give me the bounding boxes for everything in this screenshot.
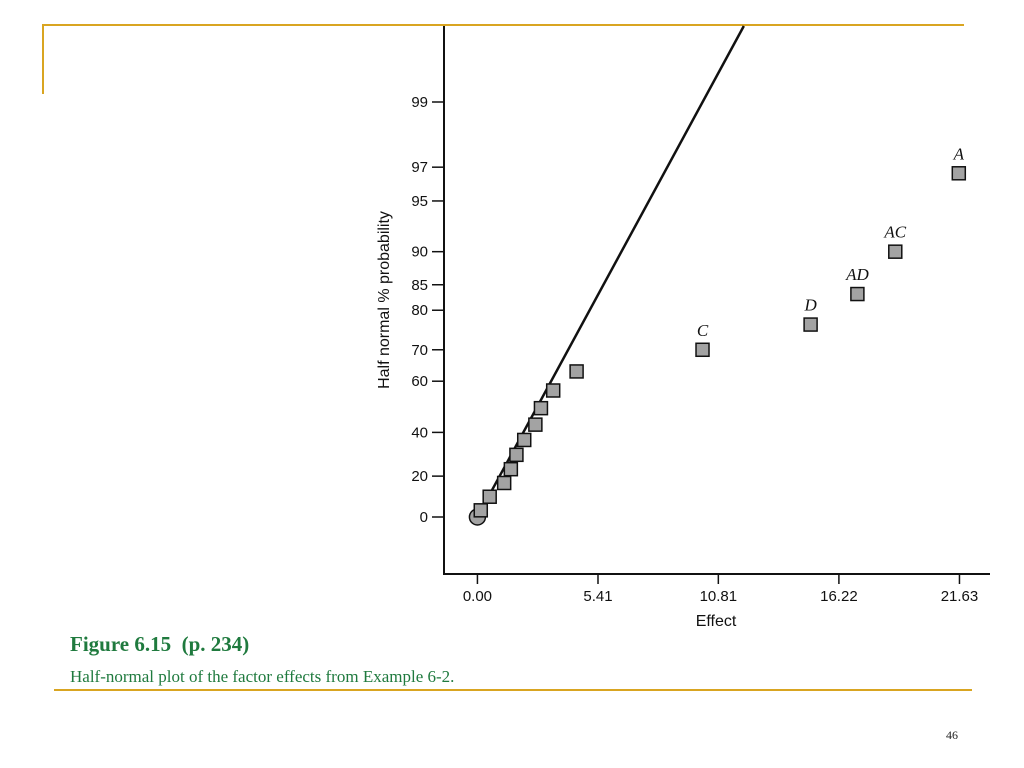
x-tick-label: 16.22 bbox=[820, 588, 858, 605]
data-point-square bbox=[482, 489, 497, 504]
figure-caption-subtitle: Half-normal plot of the factor effects f… bbox=[70, 667, 455, 686]
y-tick-label: 80 bbox=[411, 302, 428, 319]
y-tick-label: 40 bbox=[411, 424, 428, 441]
y-tick-label: 20 bbox=[411, 468, 428, 485]
x-tick-label: 21.63 bbox=[941, 588, 979, 605]
top-accent-rule bbox=[42, 24, 964, 26]
data-point-square bbox=[888, 244, 903, 259]
data-points bbox=[468, 166, 967, 526]
data-point-square bbox=[528, 417, 543, 432]
point-label: D bbox=[803, 296, 817, 315]
y-tick-label: 60 bbox=[411, 373, 428, 390]
y-tick-label: 90 bbox=[411, 244, 428, 261]
point-label: AD bbox=[845, 265, 869, 284]
y-tick-label: 70 bbox=[411, 342, 428, 359]
point-label: AC bbox=[883, 223, 906, 242]
data-point-square bbox=[695, 342, 710, 358]
y-tick-label: 99 bbox=[411, 94, 428, 111]
point-labels: C D AD AC A bbox=[697, 144, 965, 339]
x-tick-label: 10.81 bbox=[700, 588, 738, 605]
data-point-square bbox=[473, 503, 489, 518]
plot-axes bbox=[443, 26, 990, 575]
y-axis-title: Half normal % probability bbox=[376, 211, 393, 389]
page-number: 46 bbox=[946, 728, 958, 742]
y-tick-label: 95 bbox=[411, 193, 428, 210]
data-point-square bbox=[509, 447, 524, 463]
data-point-square bbox=[850, 286, 865, 302]
data-point-square bbox=[545, 383, 561, 398]
left-accent-rule bbox=[42, 24, 44, 94]
x-axis-ticks: 0.00 5.41 10.81 16.22 21.63 bbox=[463, 574, 978, 605]
data-point-square bbox=[516, 432, 532, 448]
figure-caption-title: Figure 6.15 (p. 234) bbox=[70, 632, 250, 656]
data-point-square bbox=[803, 317, 818, 332]
half-normal-plot: 0 20 40 60 70 80 85 90 95 97 99 0.00 5.41 10.81 16.22… bbox=[376, 25, 990, 630]
data-point-square bbox=[533, 400, 549, 416]
bottom-accent-rule bbox=[54, 689, 972, 691]
y-tick-label: 97 bbox=[411, 159, 428, 176]
point-label: C bbox=[697, 321, 709, 340]
data-point-square bbox=[496, 475, 512, 491]
data-point-square bbox=[951, 166, 967, 181]
x-axis-title: Effect bbox=[696, 613, 737, 630]
y-tick-label: 85 bbox=[411, 277, 428, 294]
point-label: A bbox=[953, 144, 965, 163]
data-point-square bbox=[569, 364, 584, 379]
x-tick-label: 5.41 bbox=[583, 588, 612, 605]
data-point-square bbox=[503, 461, 519, 477]
y-axis-ticks: 0 20 40 60 70 80 85 90 95 97 99 bbox=[411, 94, 444, 526]
y-tick-label: 0 bbox=[420, 509, 428, 526]
x-tick-label: 0.00 bbox=[463, 588, 492, 605]
